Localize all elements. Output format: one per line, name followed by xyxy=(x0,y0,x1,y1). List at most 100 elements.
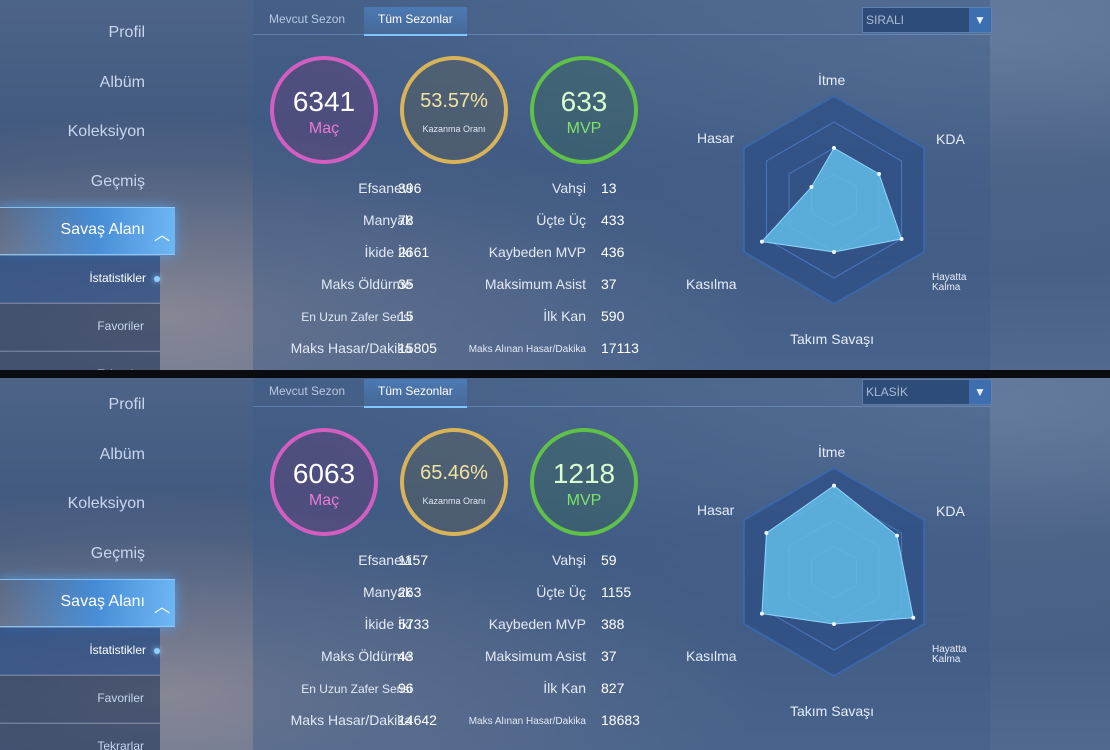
radar-point xyxy=(759,239,764,244)
radar-point xyxy=(877,172,882,176)
stats-panel-ranked: Profil Albüm Koleksiyon Geçmiş Savaş Ala… xyxy=(0,0,1110,372)
sidebar-item-profil[interactable]: Profil xyxy=(108,24,145,41)
sidebar-item-label: Savaş Alanı xyxy=(60,221,146,238)
win-rate-label: Kazanma Oranı xyxy=(422,496,486,506)
win-rate-label: Kazanma Oranı xyxy=(422,124,486,134)
chevron-down-icon[interactable]: ▼ xyxy=(969,8,991,32)
sidebar-subitem-istatistikler[interactable]: İstatistikler xyxy=(0,256,160,303)
tab-current-season[interactable]: Mevcut Sezon xyxy=(269,384,346,398)
matches-value: 6341 xyxy=(292,86,356,117)
win-rate-circle: 65.46% Kazanma Oranı xyxy=(400,428,508,536)
stat-value: 433 xyxy=(601,212,625,228)
stat-label: Kaybeden MVP xyxy=(488,244,586,260)
stat-label: Vahşi xyxy=(552,552,586,568)
stats-panel-classic: Profil Albüm Koleksiyon Geçmiş Savaş Ala… xyxy=(0,372,1110,750)
sidebar-item-album[interactable]: Albüm xyxy=(99,74,145,91)
stat-value: 13 xyxy=(601,180,617,196)
stats-content: Mevcut Sezon Tüm Sezonlar SIRALI ▼ 6341 … xyxy=(253,0,992,372)
sidebar-subitem-favoriler[interactable]: Favoriler xyxy=(0,676,160,723)
stat-label: İkide İki xyxy=(364,616,412,632)
mvp-label: MVP xyxy=(566,120,602,137)
radar-point xyxy=(899,237,904,241)
radar-label-kasilma: Kasılma xyxy=(686,276,737,292)
stat-label: Maks Alınan Hasar/Dakika xyxy=(468,344,586,355)
stat-label: Maks Alınan Hasar/Dakika xyxy=(468,716,586,727)
sidebar-item-koleksiyon[interactable]: Koleksiyon xyxy=(67,123,145,140)
radar-label-takim-savasi: Takım Savaşı xyxy=(790,331,875,347)
sidebar-item-album[interactable]: Albüm xyxy=(99,446,145,463)
radar-svg xyxy=(742,94,926,306)
radar-label-itme: İtme xyxy=(818,72,846,88)
stat-label: Manyak xyxy=(362,584,412,600)
radar-chart: İtme KDA Hayatta Kalma Takım Savaşı Kası… xyxy=(679,50,990,350)
sidebar-subitem-favoriler[interactable]: Favoriler xyxy=(0,304,160,351)
mvp-value: 1218 xyxy=(552,458,616,489)
radar-point xyxy=(832,146,836,150)
stat-value: 37 xyxy=(601,276,617,292)
radar-point xyxy=(764,531,769,535)
stat-label: En Uzun Zafer Serisi xyxy=(301,682,412,696)
stats-content: Mevcut Sezon Tüm Sezonlar KLASİK ▼ 6063 … xyxy=(253,372,992,750)
matches-circle: 6063 Maç xyxy=(270,428,378,536)
selected-dot-icon xyxy=(154,648,160,654)
stat-value: 78 xyxy=(398,212,414,228)
sidebar-item-gecmis[interactable]: Geçmiş xyxy=(90,545,145,562)
radar-label-kda: KDA xyxy=(936,503,965,519)
sidebar-item-savas-alani[interactable]: Savaş Alanı ︿ xyxy=(0,579,175,627)
radar-label-hasar: Hasar xyxy=(697,130,735,146)
stat-value: 396 xyxy=(398,180,422,196)
sidebar-item-koleksiyon[interactable]: Koleksiyon xyxy=(67,495,145,512)
tab-current-season[interactable]: Mevcut Sezon xyxy=(269,12,346,26)
stat-label: Üçte Üç xyxy=(536,212,586,228)
sidebar-subitem-label: Favoriler xyxy=(97,691,144,705)
mvp-circle: 633 MVP xyxy=(530,56,638,164)
stat-label: Maks Hasar/Dakika xyxy=(290,712,412,728)
mode-dropdown[interactable]: SIRALI ▼ xyxy=(862,7,992,33)
sidebar-item-gecmis[interactable]: Geçmiş xyxy=(90,173,145,190)
radar-point xyxy=(809,185,814,189)
sidebar-item-savas-alani[interactable]: Savaş Alanı ︿ xyxy=(0,207,175,255)
sidebar-subitem-label: Tekrarlar xyxy=(97,367,144,372)
sidebar-subitem-label: İstatistikler xyxy=(89,271,146,285)
win-rate-circle: 53.57% Kazanma Oranı xyxy=(400,56,508,164)
stat-label: Kaybeden MVP xyxy=(488,616,586,632)
sidebar-subitem-istatistikler[interactable]: İstatistikler xyxy=(0,628,160,675)
sidebar-subitem-tekrarlar[interactable]: Tekrarlar xyxy=(0,724,160,750)
stat-value: 15 xyxy=(398,308,414,324)
stat-value: 37 xyxy=(601,648,617,664)
sidebar: Profil Albüm Koleksiyon Geçmiş Savaş Ala… xyxy=(0,372,175,750)
stat-label: En Uzun Zafer Serisi xyxy=(301,310,412,324)
sidebar-item-profil[interactable]: Profil xyxy=(108,396,145,413)
matches-circle: 6341 Maç xyxy=(270,56,378,164)
stat-label: Maksimum Asist xyxy=(484,648,586,664)
sidebar-subitem-label: İstatistikler xyxy=(89,643,146,657)
chevron-down-icon[interactable]: ▼ xyxy=(969,380,991,404)
sidebar: Profil Albüm Koleksiyon Geçmiş Savaş Ala… xyxy=(0,0,175,372)
stat-label: Maksimum Asist xyxy=(484,276,586,292)
tab-all-seasons[interactable]: Tüm Sezonlar xyxy=(364,379,467,408)
radar-label-itme: İtme xyxy=(818,444,846,460)
stat-label: Maks Öldürme xyxy=(320,648,412,664)
stat-value: 2661 xyxy=(398,244,430,260)
season-tabs: Mevcut Sezon Tüm Sezonlar SIRALI ▼ xyxy=(253,0,992,36)
matches-label: Maç xyxy=(308,120,340,137)
stat-label: Maks Hasar/Dakika xyxy=(290,340,412,356)
panel-divider xyxy=(0,370,1110,378)
radar-label-hayatta-kalma: Hayatta Kalma xyxy=(932,644,967,665)
selected-dot-icon xyxy=(154,276,160,282)
stat-value: 388 xyxy=(601,616,625,632)
sidebar-item-label: Savaş Alanı xyxy=(60,593,146,610)
sidebar-subitem-label: Favoriler xyxy=(97,319,144,333)
radar-grid-ring xyxy=(765,121,903,279)
stat-value: 43 xyxy=(398,648,414,664)
stat-value: 827 xyxy=(601,680,625,696)
stat-label: İlk Kan xyxy=(543,680,586,696)
radar-point xyxy=(895,533,900,538)
stat-value: 5733 xyxy=(398,616,430,632)
mode-dropdown[interactable]: KLASİK ▼ xyxy=(862,379,992,405)
sidebar-subitem-tekrarlar[interactable]: Tekrarlar xyxy=(0,352,160,372)
tab-all-seasons[interactable]: Tüm Sezonlar xyxy=(364,7,467,36)
win-rate-value: 53.57% xyxy=(420,90,488,112)
mvp-circle: 1218 MVP xyxy=(530,428,638,536)
radar-point xyxy=(832,250,836,254)
